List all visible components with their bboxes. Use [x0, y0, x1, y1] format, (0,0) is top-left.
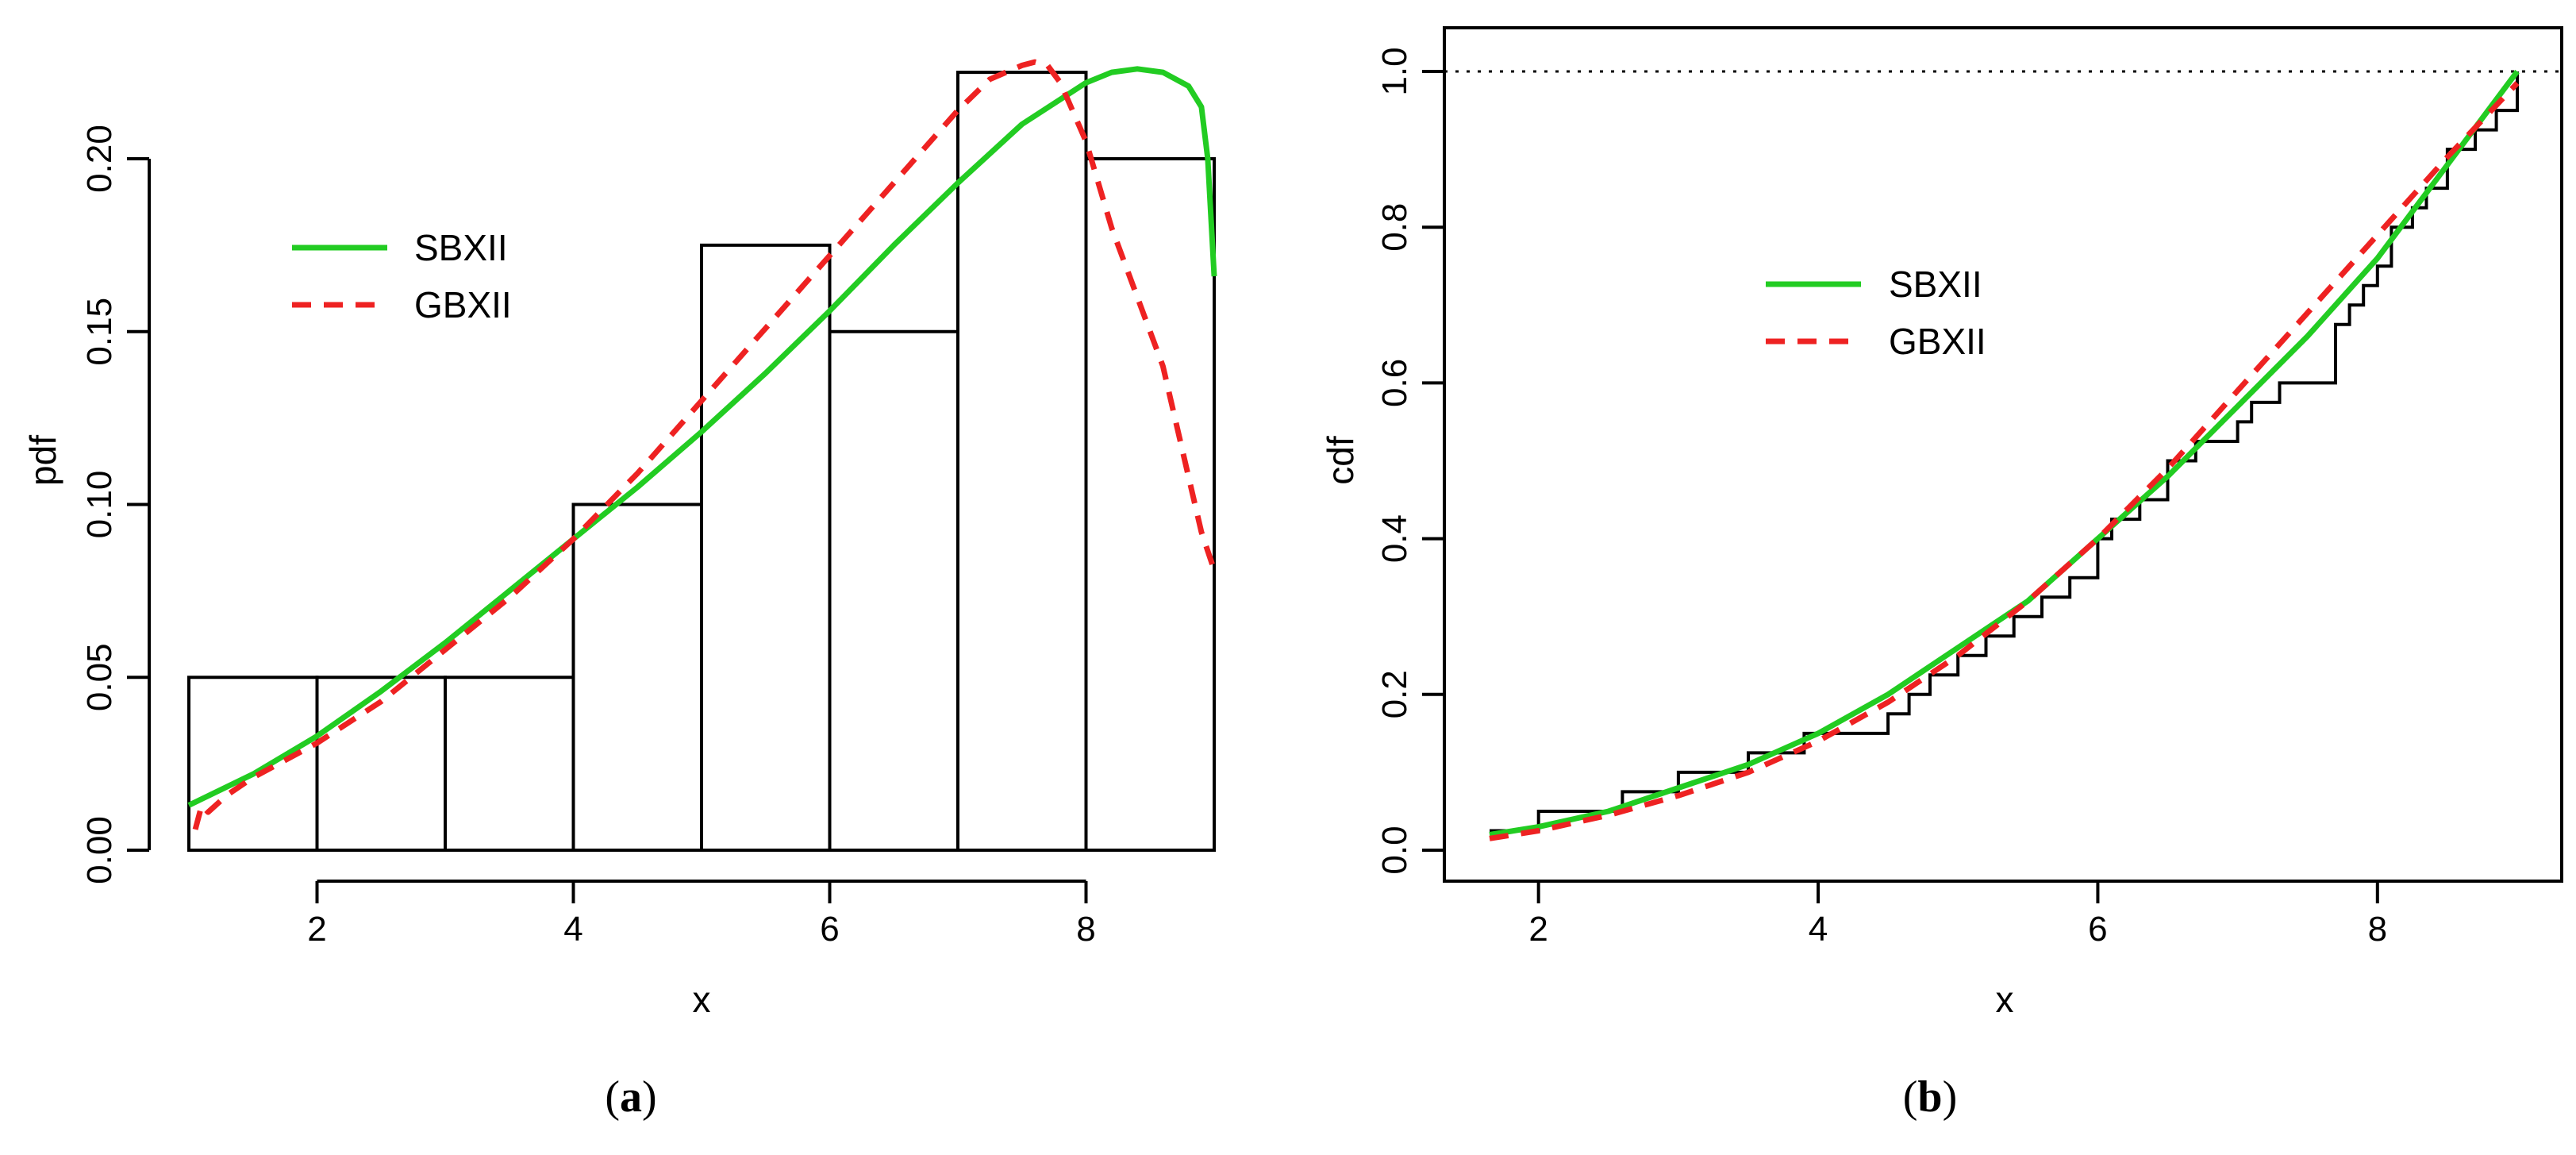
- series-line-sbxii: [187, 66, 1217, 808]
- y-tick-label-b: 0.6: [1375, 359, 1414, 407]
- axes-b: 2 4 6 8 0.0 0.2 0.4 0.6 0.8 1.0: [1375, 26, 2563, 949]
- y-tick-label-a: 0.00: [80, 816, 119, 884]
- y-tick-label-b: 1.0: [1375, 47, 1414, 95]
- histogram-bar: [571, 502, 703, 852]
- y-tick-label-a: 0.05: [80, 643, 119, 711]
- x-tick-label-a: 6: [820, 910, 839, 949]
- x-tick-label-b: 8: [2368, 910, 2387, 949]
- panel-caption-b: (b): [1903, 1072, 1957, 1122]
- panel-caption-a: (a): [605, 1072, 656, 1122]
- y-tick-label-a: 0.10: [80, 471, 119, 539]
- legend-label-gbxii: GBXII: [414, 284, 512, 325]
- panel-a-pdf-histogram: 2 4 6 8 0.00 0.05 0.10 0.15 0.20 SBXII GBXII x pd…: [22, 59, 1217, 1122]
- legend-label-sbxii: SBXII: [1889, 264, 1982, 305]
- histogram-bar: [187, 676, 319, 852]
- series-line-gbxii: [1489, 81, 2520, 841]
- x-tick-label-a: 8: [1076, 910, 1095, 949]
- legend-b: SBXII GBXII: [1766, 264, 1986, 362]
- y-axis-label-a: pdf: [22, 435, 63, 486]
- histogram-bars: [187, 71, 1216, 852]
- x-tick-label-a: 4: [563, 910, 582, 949]
- histogram-bar: [700, 243, 832, 852]
- empirical-cdf-steps: [1490, 71, 2519, 833]
- y-tick-label-b: 0.2: [1375, 670, 1414, 718]
- axes-a: 2 4 6 8 0.00 0.05 0.10 0.15 0.20: [80, 125, 1096, 949]
- x-axis-label-a: x: [693, 979, 711, 1020]
- series-line-gbxii: [192, 59, 1217, 830]
- histogram-bar: [1084, 157, 1216, 852]
- x-axis-label-b: x: [1996, 979, 2014, 1020]
- plot-frame-b: [1443, 26, 2563, 883]
- y-tick-label-b: 0.4: [1375, 514, 1414, 563]
- y-axis-label-b: cdf: [1320, 436, 1361, 485]
- density-curves: [187, 59, 1217, 830]
- y-tick-label-a: 0.15: [80, 298, 119, 366]
- legend-label-gbxii: GBXII: [1889, 321, 1986, 362]
- empirical-cdf-step-line: [1490, 71, 2519, 833]
- x-tick-label-a: 2: [307, 910, 326, 949]
- histogram-bar: [444, 676, 575, 852]
- legend-label-sbxii: SBXII: [414, 227, 508, 268]
- series-line-sbxii: [1489, 69, 2520, 837]
- y-tick-label-b: 0.8: [1375, 203, 1414, 252]
- x-tick-label-b: 4: [1809, 910, 1828, 949]
- histogram-bar: [956, 71, 1088, 852]
- cdf-curves: [1489, 69, 2520, 841]
- x-tick-label-b: 6: [2088, 910, 2107, 949]
- x-tick-label-b: 2: [1528, 910, 1548, 949]
- y-tick-label-b: 0.0: [1375, 826, 1414, 874]
- histogram-bar: [828, 329, 959, 852]
- y-tick-label-a: 0.20: [80, 125, 119, 193]
- legend-a: SBXII GBXII: [292, 227, 512, 325]
